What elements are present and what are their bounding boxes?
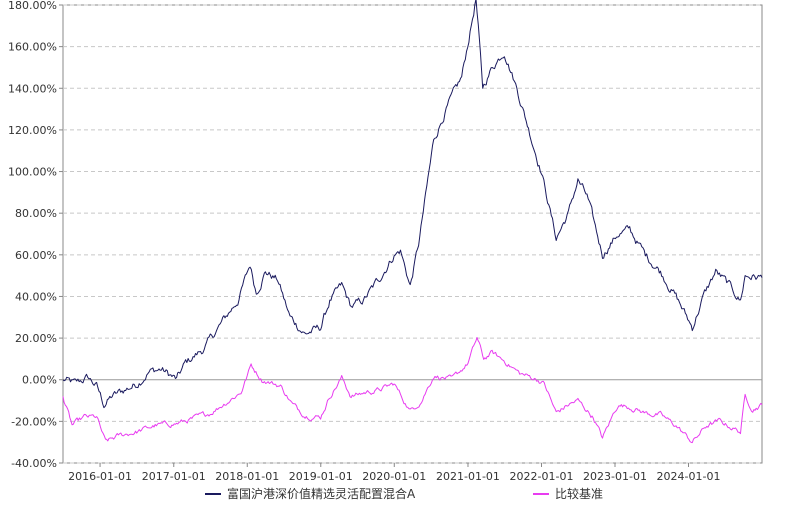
x-tick-label: 2016-01-01: [68, 470, 132, 483]
y-tick-label: 100.00%: [8, 166, 57, 179]
y-tick-label: 180.00%: [8, 0, 57, 12]
x-tick-label: 2024-01-01: [657, 470, 721, 483]
y-tick-label: -40.00%: [11, 457, 57, 470]
legend-label-0: 富国沪港深价值精选灵活配置混合A: [227, 486, 416, 501]
y-tick-label: 40.00%: [15, 290, 57, 303]
x-tick-label: 2021-01-01: [436, 470, 500, 483]
x-tick-label: 2023-01-01: [583, 470, 647, 483]
x-tick-label: 2018-01-01: [215, 470, 279, 483]
y-tick-label: 0.00%: [22, 374, 57, 387]
plot-area: [62, 4, 763, 464]
x-tick-label: 2017-01-01: [142, 470, 206, 483]
y-tick-label: 60.00%: [15, 249, 57, 262]
y-tick-label: 20.00%: [15, 332, 57, 345]
y-tick-label: 140.00%: [8, 82, 57, 95]
series-lines: [62, 0, 763, 444]
y-axis: 180.00% 160.00% 140.00% 120.00% 100.00% 80.00…: [8, 0, 63, 470]
series-line-1: [62, 337, 763, 444]
x-tick-label: 2020-01-01: [362, 470, 426, 483]
series-line-0: [62, 0, 763, 409]
legend: 富国沪港深价值精选灵活配置混合A 比较基准: [205, 486, 603, 501]
x-tick-label: 2022-01-01: [510, 470, 574, 483]
y-tick-label: 160.00%: [8, 41, 57, 54]
y-tick-label: 120.00%: [8, 124, 57, 137]
legend-label-1: 比较基准: [555, 486, 603, 501]
x-tick-label: 2019-01-01: [289, 470, 353, 483]
x-axis: 2016-01-01 2017-01-01 2018-01-01 2019-01-01…: [68, 463, 720, 483]
y-tick-label: -20.00%: [11, 415, 57, 428]
y-tick-label: 80.00%: [15, 207, 57, 220]
